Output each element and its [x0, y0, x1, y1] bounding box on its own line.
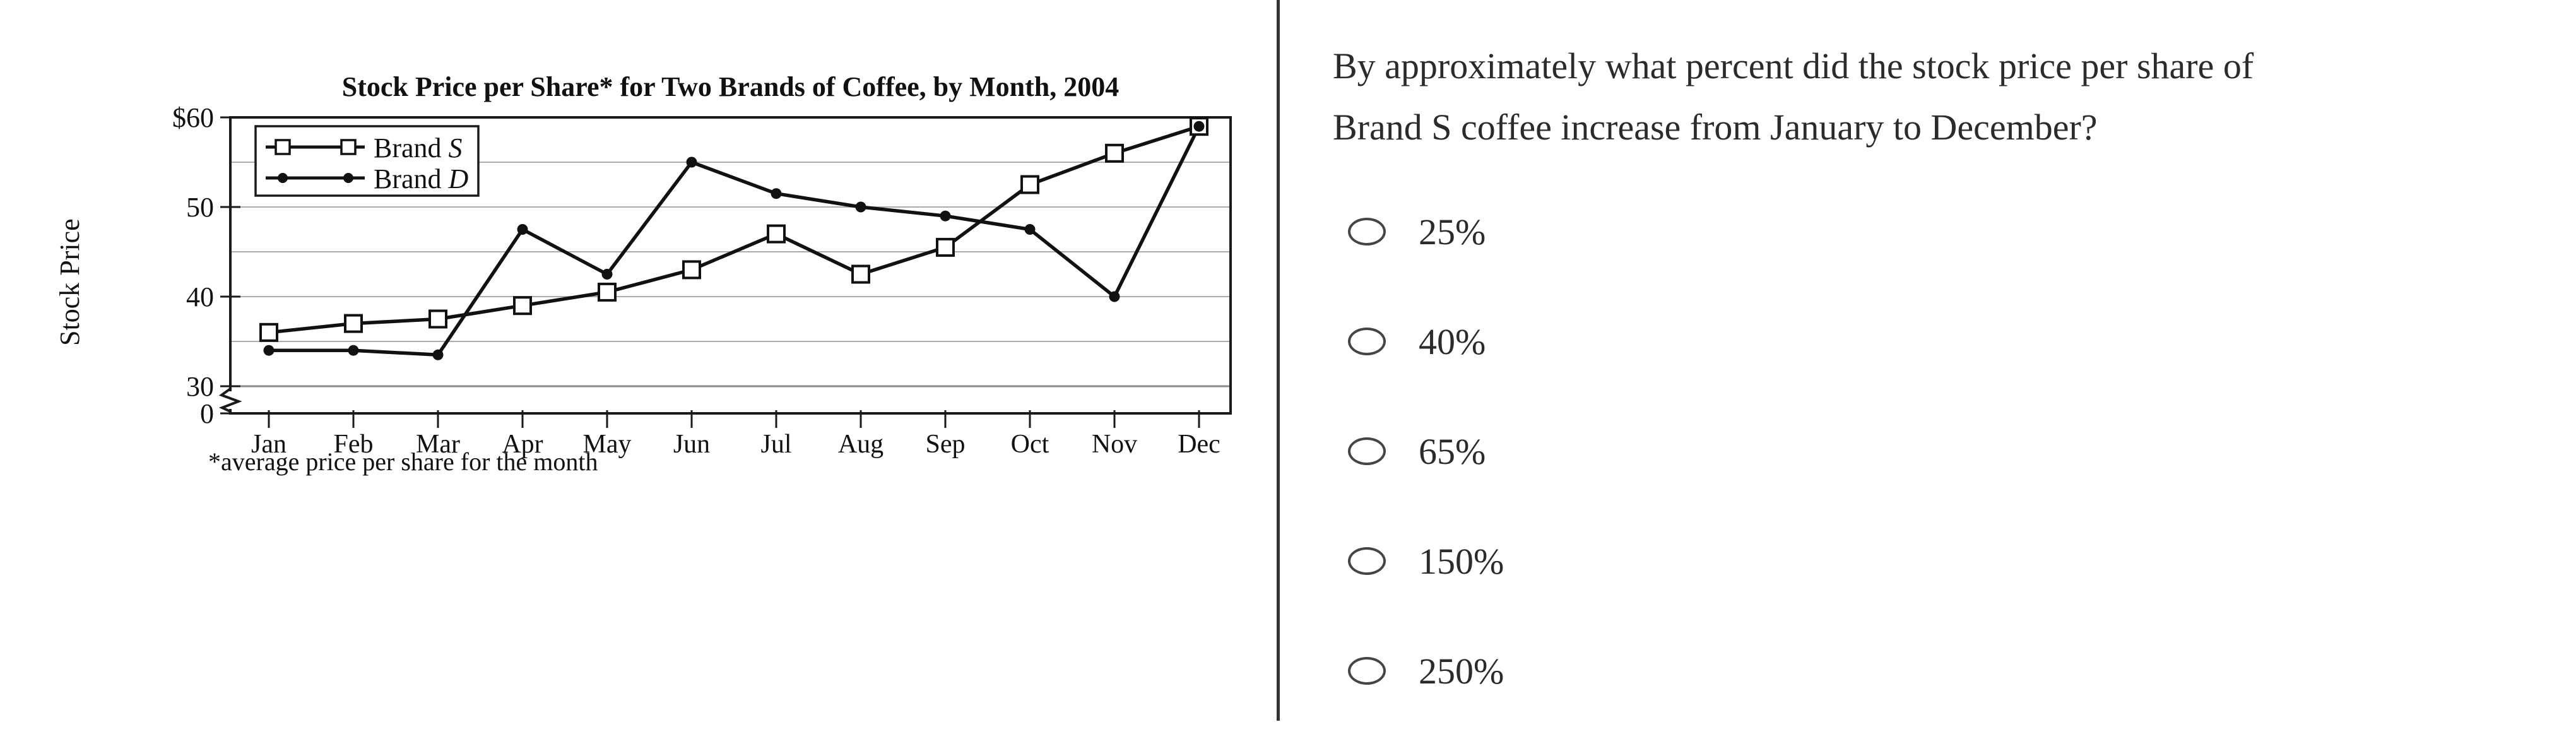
option-label: 250%: [1419, 650, 1504, 692]
answer-options: 25% 40% 65% 150% 250%: [1348, 202, 1504, 751]
chart-panel: Stock Price per Share* for Two Brands of…: [0, 0, 1277, 721]
answer-option-150[interactable]: 150%: [1348, 531, 1504, 591]
svg-text:40: 40: [186, 281, 214, 312]
option-label: 150%: [1419, 540, 1504, 582]
question-line-1: By approximately what percent did the st…: [1333, 45, 2254, 86]
markers-brand-d: [263, 121, 1205, 360]
series-brand-d: [267, 124, 1201, 357]
panel-divider: [1277, 0, 1280, 721]
markers-brand-s: [259, 117, 1208, 342]
svg-text:Mar: Mar: [416, 430, 460, 459]
svg-text:Oct: Oct: [1011, 430, 1049, 459]
svg-text:Brand S: Brand S: [374, 133, 463, 163]
radio-button-icon[interactable]: [1348, 218, 1386, 245]
question-line-2: Brand S coffee increase from January to …: [1333, 107, 2098, 148]
chart-footnote: *average price per share for the month: [208, 447, 598, 476]
question-panel: By approximately what percent did the st…: [1280, 0, 2576, 721]
answer-option-65[interactable]: 65%: [1348, 422, 1504, 481]
test-question-page: { "chart_data": { "type": "line", "title…: [0, 0, 2576, 721]
svg-text:May: May: [583, 430, 632, 459]
svg-text:Jan: Jan: [251, 430, 287, 459]
radio-button-icon[interactable]: [1348, 328, 1386, 355]
x-axis: Jan Feb Mar Apr May Jun Jul Aug Sep Oct Nov Dec: [251, 410, 1220, 459]
chart-title: Stock Price per Share* for Two Brands of…: [341, 71, 1120, 102]
radio-button-icon[interactable]: [1348, 657, 1386, 685]
answer-option-40[interactable]: 40%: [1348, 312, 1504, 371]
svg-text:Apr: Apr: [502, 430, 543, 459]
answer-option-250[interactable]: 250%: [1348, 641, 1504, 701]
svg-text:$60: $60: [172, 102, 214, 133]
radio-button-icon[interactable]: [1348, 547, 1386, 575]
svg-text:50: 50: [186, 192, 214, 223]
svg-text:Dec: Dec: [1178, 430, 1220, 459]
svg-text:Nov: Nov: [1092, 430, 1137, 459]
svg-text:Jun: Jun: [673, 430, 710, 459]
svg-text:Jul: Jul: [760, 430, 791, 459]
svg-text:0: 0: [200, 398, 214, 429]
answer-option-25[interactable]: 25%: [1348, 202, 1504, 261]
option-label: 40%: [1419, 321, 1486, 362]
option-label: 65%: [1419, 430, 1486, 472]
svg-text:30: 30: [186, 371, 214, 402]
y-axis: $60 50 40 300: [172, 102, 242, 429]
svg-text:Sep: Sep: [926, 430, 966, 459]
radio-button-icon[interactable]: [1348, 437, 1386, 465]
option-label: 25%: [1419, 211, 1486, 252]
svg-text:Brand D: Brand D: [374, 163, 469, 194]
plot-border: [229, 116, 1232, 415]
svg-text:Aug: Aug: [838, 430, 883, 459]
gridlines: [230, 162, 1231, 387]
stock-price-line-chart: $60 50 40 300 Jan Feb Mar Apr May Jun Jul Aug Sep Oct…: [172, 102, 1232, 459]
series-brand-s: [267, 124, 1201, 334]
svg-text:Feb: Feb: [334, 430, 374, 459]
question-text: By approximately what percent did the st…: [1333, 35, 2481, 158]
